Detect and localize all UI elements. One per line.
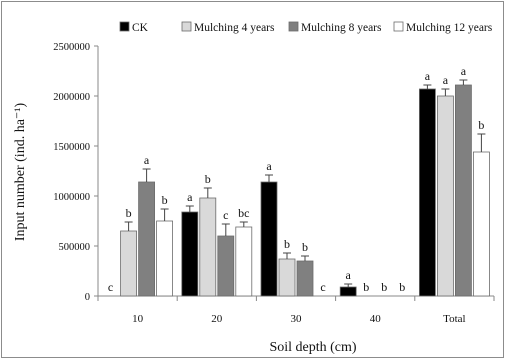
x-tick-label: 20 [211, 313, 223, 325]
legend-label: Mulching 8 years [301, 22, 382, 34]
x-tick-label: Total [443, 313, 465, 325]
legend: CK Mulching 4 years Mulching 8 years Mulchi… [119, 21, 493, 34]
bar-mulching-8-years-10 [138, 181, 156, 297]
bar-ck-40 [339, 286, 357, 297]
significance-letter: a [346, 268, 352, 282]
significance-letter: bc [238, 206, 249, 220]
significance-letter: b [381, 280, 387, 294]
y-tick-label: 2500000 [53, 42, 90, 53]
x-tick-label: 10 [132, 313, 144, 325]
significance-letter: a [443, 73, 449, 87]
significance-letter: a [266, 159, 272, 173]
significance-letter: c [223, 208, 228, 222]
x-axis-label: Soil depth (cm) [269, 340, 356, 355]
y-axis: 0 500000 1000000 1500000 2000000 2500000 [53, 42, 99, 303]
legend-swatch [288, 21, 299, 32]
significance-letter: c [320, 280, 325, 294]
y-tick-label: 0 [85, 292, 90, 303]
significance-letter: a [187, 190, 193, 204]
bar-mulching-12-years-10 [156, 220, 174, 297]
y-tick-label: 2000000 [53, 92, 90, 103]
legend-label: Mulching 4 years [194, 22, 275, 34]
bar-mulching-8-years-20 [217, 235, 235, 297]
significance-letter: b [363, 280, 369, 294]
significance-letter: b [284, 237, 290, 251]
y-axis-label: Input number (ind. ha⁻¹) [13, 103, 28, 242]
x-axis: 10 20 30 40 Total [97, 295, 495, 325]
x-tick-label: 30 [291, 313, 303, 325]
bar-mulching-4-years-20 [199, 197, 217, 297]
significance-letter: a [144, 153, 150, 167]
significance-letter: c [108, 280, 113, 294]
legend-swatch [119, 21, 130, 32]
significance-letter: b [399, 280, 405, 294]
bar-ck-total [418, 88, 436, 297]
y-tick-label: 500000 [59, 242, 91, 253]
legend-swatch [181, 21, 192, 32]
x-tick-label: 40 [370, 313, 382, 325]
significance-letter: b [126, 206, 132, 220]
bar-mulching-12-years-total [472, 151, 490, 297]
legend-label: Mulching 12 years [406, 22, 493, 34]
legend-label: CK [132, 22, 149, 34]
significance-letter: b [162, 193, 168, 207]
significance-letter: a [461, 64, 467, 78]
bar-mulching-4-years-10 [120, 230, 137, 297]
bar-mulching-8-years-30 [296, 260, 314, 297]
bar-ck-30 [260, 181, 278, 297]
bar-mulching-8-years-total [454, 84, 472, 297]
bar-mulching-4-years-30 [278, 258, 296, 297]
bar-ck-20 [181, 211, 199, 297]
bar-mulching-12-years-20 [235, 226, 253, 297]
y-tick-label: 1000000 [53, 192, 90, 203]
significance-letter: b [205, 172, 211, 186]
significance-letter: a [425, 69, 431, 83]
legend-swatch [393, 21, 404, 32]
significance-letter: b [302, 240, 308, 254]
significance-letter: b [478, 118, 484, 132]
bar-mulching-4-years-total [436, 95, 454, 297]
y-tick-label: 1500000 [53, 142, 90, 153]
